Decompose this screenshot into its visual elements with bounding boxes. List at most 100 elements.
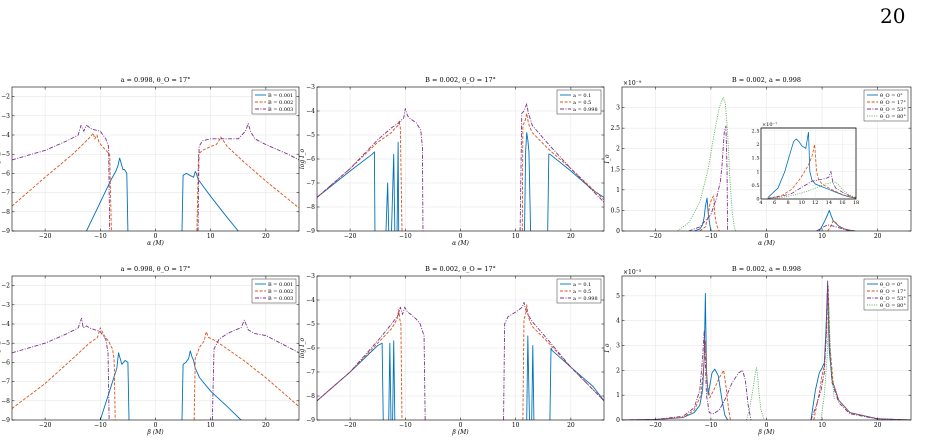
chart-title: a = 0.998, θ_O = 17° (121, 76, 191, 84)
legend-box (556, 278, 602, 304)
y-tick-label: 1.5 (752, 156, 760, 162)
legend-label: a = 0.1 (573, 93, 591, 99)
legend-label: θ_O = 53° (880, 296, 906, 302)
y-tick-label: −5 (306, 321, 315, 328)
series-line-1 (99, 350, 242, 420)
series-line-4 (746, 305, 835, 420)
y-tick-label: −2 (1, 283, 10, 290)
y-tick-label: −7 (1, 190, 10, 197)
y-tick-label: 2 (616, 367, 620, 374)
x-tick-label: 10 (512, 233, 520, 240)
x-tick-label: 10 (818, 233, 826, 240)
y-tick-label: −8 (1, 209, 10, 216)
inset-series-1 (767, 132, 856, 199)
y-tick-label: −9 (306, 228, 315, 235)
y-tick-label: 1.5 (610, 166, 620, 173)
legend-label: B = 0.003 (268, 296, 293, 302)
y-tick-label: −3 (1, 113, 10, 120)
chart-panel-5: −20 −10 0 10 20 −9 −8 −7 −6 −5 −4 −3 B = 0.002, θ_O … (299, 265, 605, 436)
y-tick-label: −3 (306, 84, 315, 91)
series-line-3 (688, 125, 850, 231)
legend-label: θ_O = 17° (880, 289, 906, 295)
legend-label: B = 0.002 (268, 289, 293, 295)
y-axis-label: log I_o (0, 148, 1, 169)
series-line-1 (86, 157, 239, 231)
chart-panel-4: −20 −10 0 10 20 −9 −8 −7 −6 −5 −4 −3 −2 a = 0.998, θ_… (0, 265, 300, 436)
y-axis-label: log I_o (299, 337, 306, 358)
y-tick-label: 2.5 (752, 128, 760, 134)
chart-title: B = 0.002, a = 0.998 (732, 265, 801, 273)
y-tick-label: 1 (756, 169, 759, 175)
x-axis-label: α (M) (452, 240, 469, 247)
legend-label: a = 0.5 (573, 100, 591, 106)
y-tick-label: −5 (1, 340, 10, 347)
x-tick-label: 10 (207, 233, 215, 240)
x-axis-label: α (M) (147, 240, 164, 247)
y-tick-label: −5 (306, 132, 315, 139)
legend-box (251, 89, 297, 115)
y-tick-label: −6 (306, 156, 315, 163)
y-tick-label: −8 (306, 204, 315, 211)
x-tick-label: 20 (567, 422, 575, 429)
x-tick-label: 20 (262, 233, 270, 240)
y-tick-label: −7 (306, 180, 315, 187)
y-tick-label: −9 (1, 417, 10, 424)
x-tick-label: 0 (765, 422, 769, 429)
x-tick-label: −20 (39, 233, 52, 240)
y-tick-label: −3 (306, 273, 315, 280)
y-multiplier: ×10⁻⁹ (623, 80, 642, 87)
y-tick-label: −7 (1, 379, 10, 386)
x-axis-label: β (M) (757, 429, 775, 436)
inset-series-3 (767, 170, 856, 199)
series-line-3 (317, 103, 604, 231)
legend-box (251, 278, 297, 304)
inset-multiplier: ×10⁻⁷ (762, 122, 777, 128)
series-line-2 (317, 112, 604, 231)
y-tick-label: 0 (756, 197, 759, 203)
y-tick-label: −6 (306, 345, 315, 352)
x-axis-label: β (M) (146, 429, 164, 436)
chart-title: B = 0.002, θ_O = 17° (425, 265, 496, 273)
y-tick-label: 0.5 (610, 207, 620, 214)
y-axis-label: log I_o (299, 148, 306, 169)
x-tick-label: 10 (818, 422, 826, 429)
y-tick-label: −5 (1, 151, 10, 158)
legend-box (556, 89, 602, 115)
series-line-1 (317, 335, 604, 420)
x-axis-label: β (M) (451, 429, 469, 436)
y-tick-label: −4 (1, 321, 10, 328)
y-tick-label: 0.5 (752, 183, 760, 189)
page-number: 20 (880, 4, 906, 28)
legend-label: B = 0.003 (268, 107, 293, 113)
y-axis-label: log I_o (0, 337, 1, 358)
x-tick-label: 0 (459, 233, 463, 240)
chart-title: B = 0.002, a = 0.998 (732, 76, 801, 84)
legend-label: θ_O = 80° (880, 114, 906, 120)
legend-label: θ_O = 17° (880, 100, 906, 106)
inset-border (760, 127, 857, 200)
y-tick-label: 4 (616, 318, 620, 325)
y-axis-label: I_o (604, 154, 611, 164)
series-line-2 (622, 285, 911, 420)
x-tick-label: 0 (154, 233, 158, 240)
series-line-3 (12, 123, 299, 231)
series-line-3 (622, 280, 911, 420)
y-tick-label: −7 (306, 369, 315, 376)
series-line-4 (677, 96, 737, 231)
y-tick-label: 3 (616, 105, 620, 112)
chart-title: B = 0.002, θ_O = 17° (425, 76, 496, 84)
y-tick-label: −4 (306, 297, 315, 304)
legend-label: θ_O = 53° (880, 107, 906, 113)
y-tick-label: −4 (306, 108, 315, 115)
x-tick-label: −20 (649, 233, 662, 240)
x-tick-label: 20 (567, 233, 575, 240)
x-tick-label: 4 (759, 200, 762, 206)
y-tick-label: 1 (616, 187, 620, 194)
y-tick-label: 2.5 (610, 125, 620, 132)
legend: a = 0.1a = 0.5a = 0.998 (556, 89, 602, 115)
y-axis-label: I_o (604, 343, 611, 353)
y-tick-label: 1 (616, 392, 620, 399)
